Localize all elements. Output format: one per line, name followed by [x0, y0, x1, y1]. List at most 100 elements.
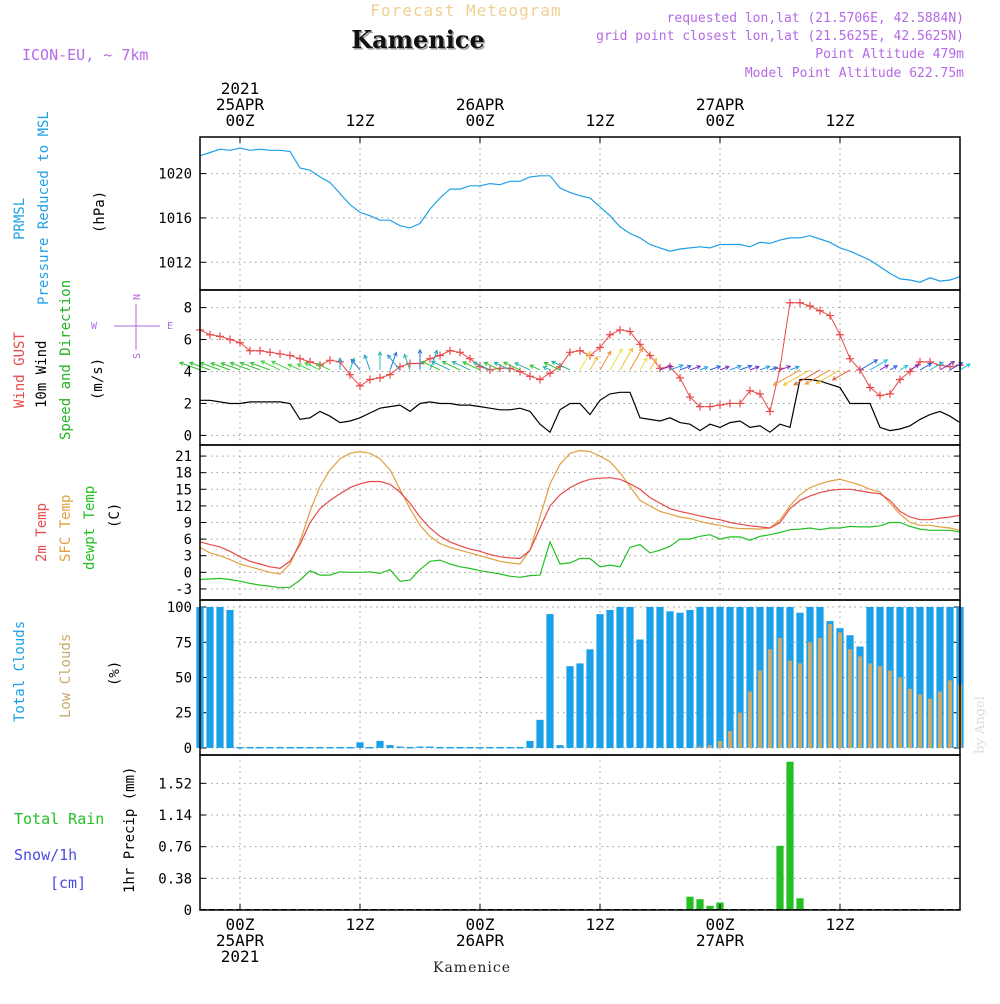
- wind-direction-arrow: [503, 361, 521, 371]
- credit-text: by Angel: [973, 696, 988, 754]
- rain-bar: [696, 899, 704, 910]
- gust-marker: [696, 402, 704, 411]
- low-cloud-bar: [868, 663, 872, 748]
- total-cloud-bar: [446, 746, 454, 749]
- wind-arrow-head: [927, 362, 933, 368]
- wind-arrow-head: [607, 350, 612, 356]
- total-cloud-bar: [616, 607, 624, 748]
- wind-direction-arrow: [543, 366, 551, 371]
- wind-arrow-head: [377, 350, 383, 356]
- wind-arrow-head: [304, 362, 310, 367]
- bottom-time-label: 25APR: [216, 931, 265, 950]
- total-cloud-bar: [906, 607, 914, 748]
- dewpt-line: [199, 521, 961, 589]
- bottom-time-label: 26APR: [456, 931, 505, 950]
- total-cloud-bar: [286, 746, 294, 749]
- temperature-ytick-label: -3: [175, 582, 192, 598]
- wind-arrow-head: [586, 351, 591, 357]
- wind-arrow-head: [696, 365, 702, 370]
- wind-arrow-head: [178, 361, 184, 366]
- total-cloud-bar: [606, 609, 614, 748]
- wind-arrow-head: [903, 364, 909, 370]
- wind-arrow-head: [667, 364, 673, 370]
- bottom-time-label: 27APR: [696, 931, 745, 950]
- gust-marker: [466, 354, 474, 363]
- prmsl-label: PRMSL: [12, 198, 28, 240]
- wind-arrow-head: [782, 381, 788, 386]
- footer-location: Kamenice: [433, 960, 511, 976]
- total-cloud-bar: [396, 746, 404, 748]
- low-cloud-bar: [738, 712, 742, 748]
- total-cloud-bar: [476, 746, 484, 749]
- gust-marker: [596, 343, 604, 352]
- precipitation-ytick-label: 1.14: [158, 808, 192, 824]
- total-cloud-bar: [896, 607, 904, 748]
- low-cloud-bar: [788, 660, 792, 748]
- wind10m-line: [200, 378, 961, 434]
- pressure-panel-labels: PRMSL Pressure Reduced to MSL (hPa): [12, 111, 108, 305]
- wind-direction-arrow: [250, 362, 271, 371]
- total-cloud-bar: [506, 746, 514, 749]
- top-time-label: 00Z: [466, 111, 495, 130]
- gust-marker: [266, 348, 274, 357]
- gust-marker: [546, 369, 554, 378]
- wind-arrow-head: [403, 353, 408, 359]
- wind-arrow-head: [883, 359, 889, 364]
- wind-arrow-head: [220, 362, 226, 367]
- precipitation-ytick-label: 0.38: [158, 871, 192, 887]
- total-cloud-bar: [346, 746, 354, 749]
- total-cloud-bar: [746, 607, 754, 748]
- gust-marker: [736, 399, 744, 408]
- gust-marker: [536, 375, 544, 384]
- total-cloud-bar: [586, 649, 594, 748]
- wind-arrow-head: [716, 365, 722, 370]
- wind-arrow-head: [638, 347, 644, 353]
- gust-marker: [886, 389, 894, 398]
- wind-direction-arrow: [899, 365, 908, 371]
- wind-direction-arrow: [179, 362, 201, 371]
- gust-marker: [746, 386, 754, 395]
- temperature-ytick-label: 21: [175, 449, 192, 465]
- low-clouds-label: Low Clouds: [58, 634, 74, 718]
- wind-arrow-head: [420, 360, 426, 365]
- bottom-time-label: 12Z: [826, 915, 855, 934]
- wind-direction-arrow: [316, 363, 331, 371]
- wind-arrow-head: [747, 364, 753, 370]
- gust-marker: [836, 330, 844, 339]
- gust-marker: [226, 335, 234, 344]
- wind-arrow-head: [678, 364, 684, 369]
- wind-direction-arrow: [629, 348, 643, 371]
- gust-marker: [456, 348, 464, 357]
- wind-direction-arrow: [689, 365, 701, 371]
- wind-direction-arrow: [221, 362, 241, 371]
- wind-panel: [178, 289, 971, 446]
- wind-direction-arrow: [929, 361, 944, 371]
- total-cloud-bar: [336, 746, 344, 749]
- total-cloud-bar: [546, 614, 554, 748]
- wind-arrow-head: [652, 357, 658, 363]
- wind-arrow-head: [724, 365, 730, 371]
- low-cloud-bar: [918, 694, 922, 748]
- wind-direction-arrow: [200, 362, 221, 371]
- clouds-ytick-label: 0: [184, 741, 192, 757]
- wind-direction-arrow: [769, 366, 778, 371]
- gust-marker: [216, 332, 224, 341]
- precip-panel-labels: Total Rain Snow/1h [cm] 1hr Precip (mm): [14, 767, 138, 893]
- gust-marker: [806, 301, 814, 310]
- total-cloud-bar: [216, 607, 224, 748]
- wind-arrow-head: [229, 361, 235, 367]
- top-time-label: 26APR: [456, 95, 505, 114]
- wind-arrow-head: [618, 347, 623, 353]
- wind-arrow-head: [543, 361, 549, 367]
- wind-arrow-head: [363, 354, 368, 360]
- cloud-unit-label: (%): [107, 661, 123, 686]
- gust-marker: [626, 327, 634, 336]
- wind-direction-arrow: [889, 365, 898, 371]
- wind-direction-arrow: [297, 363, 311, 371]
- wind-direction-arrow: [879, 364, 889, 371]
- wind-direction-arrow: [619, 348, 633, 371]
- total-cloud-bar: [686, 609, 694, 748]
- total-cloud-bar: [376, 740, 384, 748]
